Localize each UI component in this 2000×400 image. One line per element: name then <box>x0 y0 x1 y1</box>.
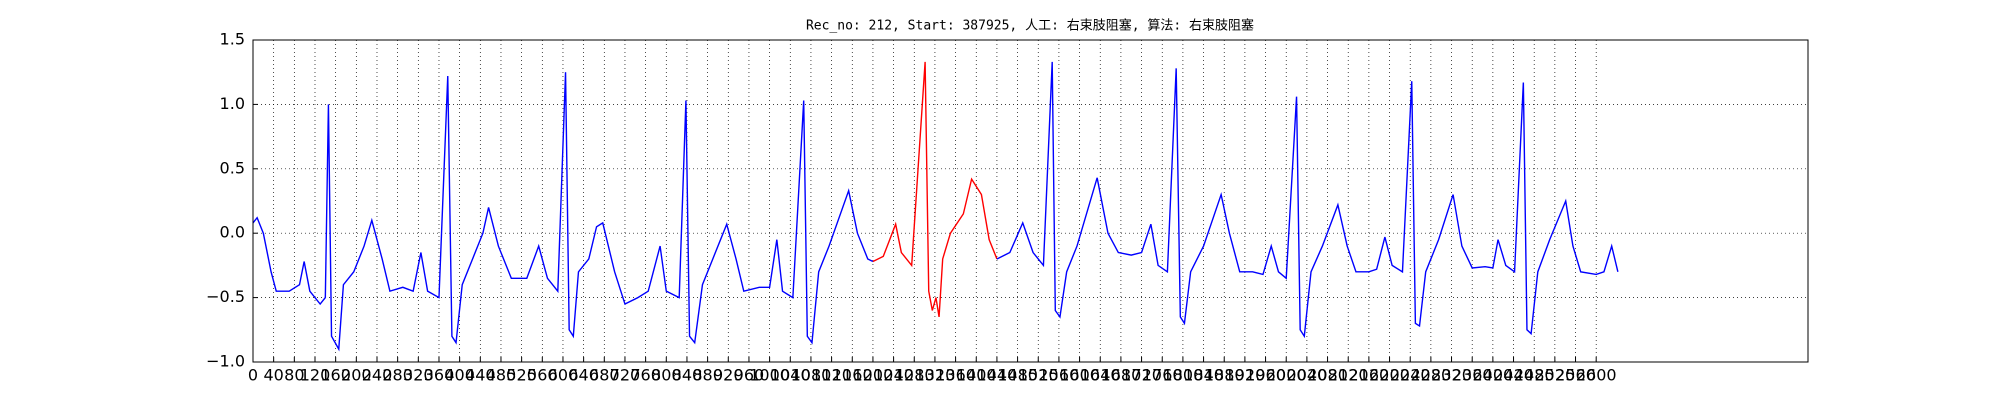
x-tick-label: 1920 <box>1225 366 1266 385</box>
x-tick-label: 2480 <box>1514 366 1555 385</box>
x-tick-label: 1560 <box>1039 366 1080 385</box>
x-tick-label: 80 <box>284 366 304 385</box>
x-tick-label: 2080 <box>1307 366 1348 385</box>
x-tick-label: 600 <box>548 366 579 385</box>
x-tick-label: 2120 <box>1328 366 1369 385</box>
x-tick-label: 2040 <box>1287 366 1328 385</box>
x-tick-label: 2200 <box>1369 366 1410 385</box>
x-tick-label: 1160 <box>832 366 873 385</box>
x-tick-label: 1840 <box>1183 366 1224 385</box>
plot-frame <box>252 39 1809 363</box>
x-tick-label: 160 <box>320 366 351 385</box>
x-tick-label: 1680 <box>1101 366 1142 385</box>
x-tick-label: 120 <box>300 366 331 385</box>
x-tick-label: 1480 <box>997 366 1038 385</box>
x-tick-label: 2600 <box>1576 366 1617 385</box>
x-tick-label: 1000 <box>749 366 790 385</box>
y-tick-label: 0.0 <box>220 223 245 242</box>
x-tick-label: 2240 <box>1390 366 1431 385</box>
x-tick-label: 400 <box>444 366 475 385</box>
x-tick-label: 1040 <box>770 366 811 385</box>
x-tick-label: 2520 <box>1535 366 1576 385</box>
x-tick-label: 0 <box>248 366 258 385</box>
x-tick-label: 320 <box>403 366 434 385</box>
x-tick-label: 1880 <box>1204 366 1245 385</box>
x-tick-label: 1440 <box>977 366 1018 385</box>
x-tick-label: 520 <box>506 366 537 385</box>
x-tick-label: 2360 <box>1452 366 1493 385</box>
ecg-line <box>996 61 1619 339</box>
y-tick-label: −1.0 <box>206 352 245 371</box>
chart-title: Rec_no: 212, Start: 387925, 人工: 右束肢阻塞, 算… <box>806 18 1254 34</box>
x-tick-label: 1280 <box>894 366 935 385</box>
x-tick-label: 1400 <box>956 366 997 385</box>
ecg-line <box>252 72 874 352</box>
x-tick-label: 1800 <box>1163 366 1204 385</box>
x-tick-label: 560 <box>527 366 558 385</box>
x-tick-label: 1240 <box>873 366 914 385</box>
x-tick-label: 880 <box>692 366 723 385</box>
x-tick-label: 800 <box>651 366 682 385</box>
x-tick-label: 1760 <box>1142 366 1183 385</box>
x-tick-label: 1320 <box>915 366 956 385</box>
x-tick-label: 2000 <box>1266 366 1307 385</box>
x-tick-label: 240 <box>362 366 393 385</box>
x-tick-label: 1200 <box>853 366 894 385</box>
ecg-line <box>872 61 998 318</box>
x-tick-label: 360 <box>424 366 455 385</box>
x-tick-label: 1600 <box>1059 366 1100 385</box>
x-tick-label: 1960 <box>1245 366 1286 385</box>
x-tick-label: 960 <box>734 366 765 385</box>
x-tick-label: 2400 <box>1473 366 1514 385</box>
x-tick-label: 2560 <box>1555 366 1596 385</box>
x-tick-label: 1640 <box>1080 366 1121 385</box>
x-tick-label: 440 <box>465 366 496 385</box>
y-tick-label: 1.0 <box>220 94 245 113</box>
x-tick-label: 1120 <box>811 366 852 385</box>
x-tick-label: 480 <box>486 366 517 385</box>
x-tick-label: 2280 <box>1411 366 1452 385</box>
x-tick-label: 840 <box>672 366 703 385</box>
x-tick-label: 720 <box>610 366 641 385</box>
x-tick-label: 1080 <box>791 366 832 385</box>
y-tick-label: 0.5 <box>220 158 245 177</box>
x-tick-label: 40 <box>263 366 283 385</box>
x-tick-label: 680 <box>589 366 620 385</box>
x-tick-label: 1520 <box>1018 366 1059 385</box>
x-tick-label: 2320 <box>1431 366 1472 385</box>
x-tick-label: 2440 <box>1493 366 1534 385</box>
x-tick-label: 760 <box>630 366 661 385</box>
x-tick-label: 1360 <box>935 366 976 385</box>
y-tick-label: −0.5 <box>206 287 245 306</box>
x-tick-label: 200 <box>341 366 372 385</box>
x-tick-label: 640 <box>568 366 599 385</box>
x-tick-label: 2160 <box>1349 366 1390 385</box>
x-tick-label: 920 <box>713 366 744 385</box>
x-tick-label: 1720 <box>1121 366 1162 385</box>
x-tick-label: 280 <box>382 366 413 385</box>
y-tick-label: 1.5 <box>220 30 245 49</box>
